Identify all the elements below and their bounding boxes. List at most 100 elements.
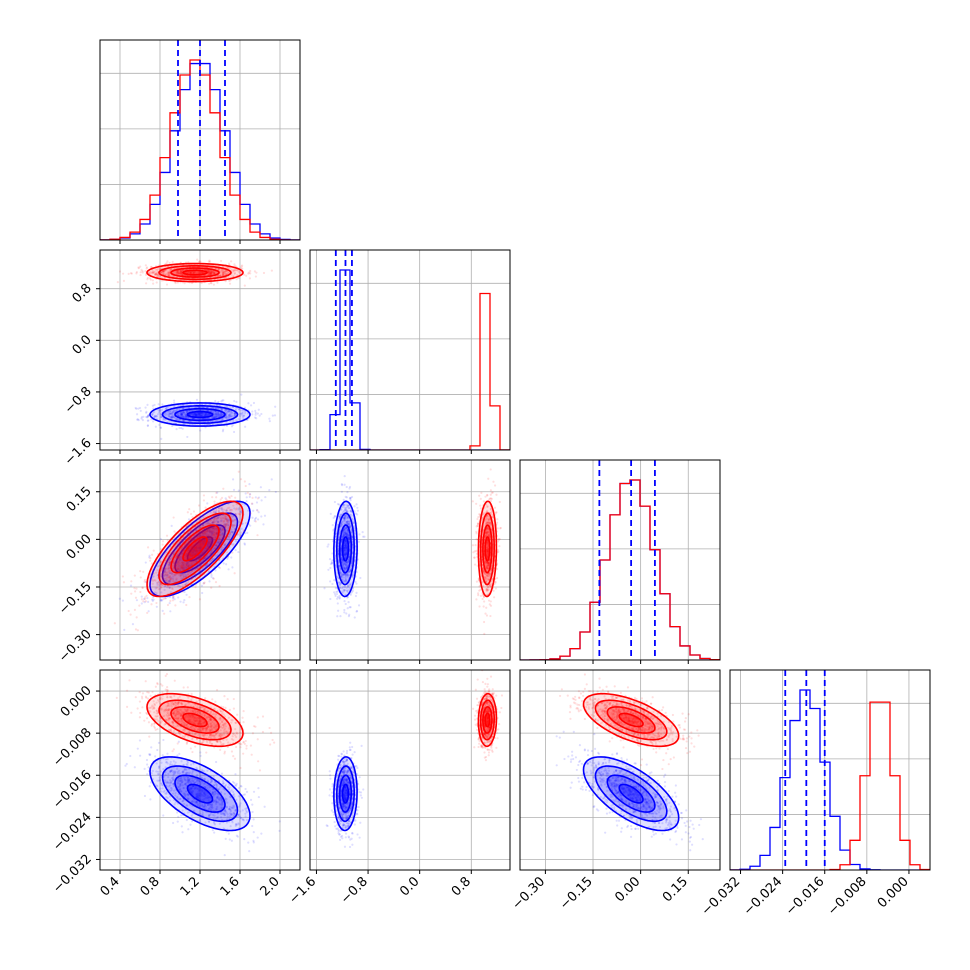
point: [482, 605, 485, 608]
point: [176, 271, 180, 274]
point: [183, 415, 187, 418]
point: [221, 510, 225, 513]
point: [227, 526, 230, 530]
point: [177, 564, 181, 567]
point: [226, 417, 229, 420]
point: [178, 408, 181, 411]
point: [196, 549, 199, 553]
point: [254, 409, 257, 412]
point: [198, 413, 201, 416]
point: [338, 596, 341, 599]
point: [179, 555, 182, 559]
point: [167, 580, 171, 583]
point: [249, 493, 252, 496]
point: [166, 573, 169, 577]
point: [187, 570, 191, 573]
point: [121, 575, 124, 578]
point: [170, 572, 173, 575]
point: [254, 516, 258, 519]
point: [190, 409, 194, 412]
point: [179, 600, 182, 603]
point: [227, 266, 230, 269]
point: [130, 272, 133, 275]
point: [213, 416, 216, 419]
point: [200, 414, 203, 417]
point: [166, 413, 169, 416]
point: [329, 512, 332, 515]
point: [185, 562, 188, 565]
point: [246, 491, 249, 495]
point: [239, 534, 242, 538]
point: [350, 591, 354, 594]
point: [180, 564, 183, 567]
point: [199, 414, 203, 417]
point: [215, 510, 218, 513]
point: [183, 566, 186, 569]
point: [333, 591, 336, 594]
point: [355, 503, 358, 506]
point: [141, 271, 144, 274]
point: [188, 507, 191, 511]
point: [168, 271, 171, 274]
point: [180, 567, 184, 570]
point: [153, 415, 156, 418]
point: [197, 504, 201, 507]
point: [216, 410, 220, 414]
point: [153, 270, 156, 273]
point: [185, 411, 189, 414]
point: [211, 271, 214, 274]
point: [215, 544, 218, 547]
point: [246, 531, 249, 534]
point: [137, 407, 140, 410]
point: [230, 425, 234, 428]
point: [193, 270, 196, 274]
point: [187, 518, 191, 521]
point: [186, 564, 190, 568]
point: [229, 415, 232, 418]
point: [163, 568, 167, 572]
point: [347, 601, 350, 604]
point: [200, 540, 203, 544]
point: [168, 274, 171, 277]
point: [185, 416, 189, 419]
point: [355, 609, 359, 613]
point: [167, 412, 171, 416]
point: [189, 547, 192, 550]
point: [150, 265, 153, 268]
point: [139, 576, 142, 579]
point: [353, 616, 356, 619]
point: [197, 412, 200, 415]
point: [232, 525, 235, 528]
point: [218, 566, 221, 570]
point: [188, 413, 191, 416]
point: [175, 578, 178, 581]
point: [178, 540, 181, 543]
point: [219, 414, 222, 417]
point: [197, 412, 200, 415]
point: [233, 414, 237, 417]
point: [200, 412, 203, 415]
point: [170, 416, 173, 419]
point: [216, 521, 220, 524]
point: [140, 602, 143, 605]
point: [181, 573, 184, 576]
point: [154, 272, 157, 275]
point: [182, 419, 185, 422]
point: [214, 581, 218, 584]
point: [168, 555, 171, 558]
point: [200, 414, 203, 417]
point: [203, 581, 206, 584]
point: [232, 542, 235, 546]
point: [156, 582, 159, 585]
point: [155, 273, 158, 276]
point: [178, 418, 181, 421]
point: [168, 412, 171, 415]
point: [146, 278, 149, 281]
point: [209, 269, 212, 272]
point: [187, 271, 190, 274]
panel-2-1: [309, 459, 511, 664]
point: [134, 590, 137, 593]
point: [206, 529, 209, 532]
point: [244, 492, 247, 495]
